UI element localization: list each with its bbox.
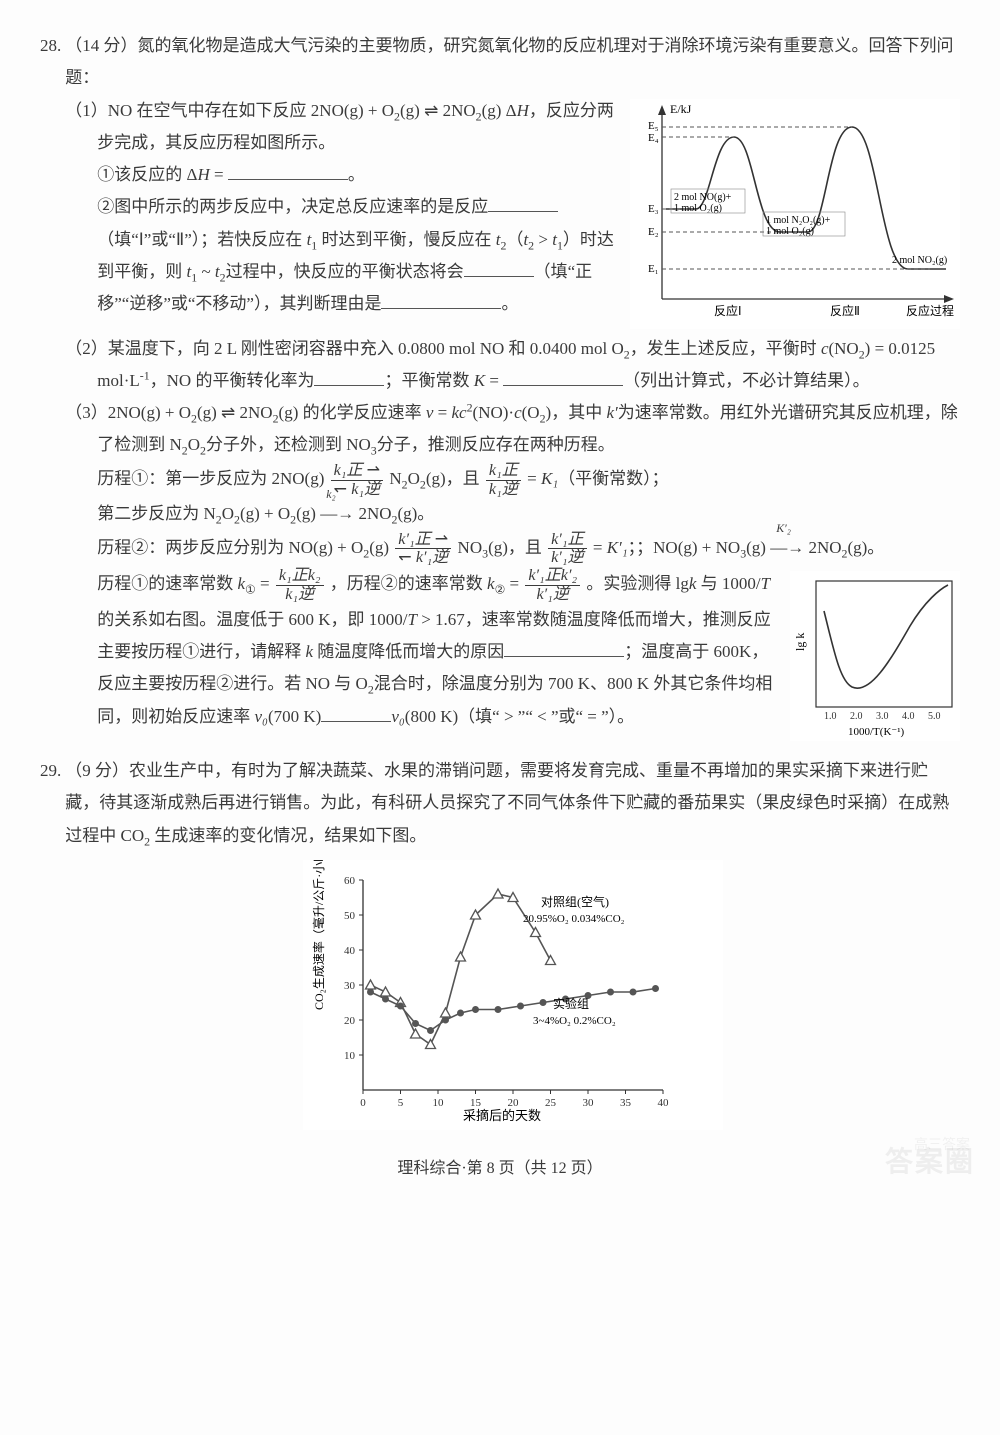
q28-lgk-chart: lg k 1.0 2.0 3.0 4.0 5.0 1000/T(K⁻¹) xyxy=(790,571,960,741)
svg-text:20: 20 xyxy=(344,1015,356,1027)
svg-text:30: 30 xyxy=(344,980,356,992)
q28-path2: 历程②：两步反应分别为 NO(g) + O2(g) k′₁正 ⇀↽ k′₁逆 N… xyxy=(65,531,960,568)
svg-text:E₅: E₅ xyxy=(648,120,659,132)
svg-text:3.0: 3.0 xyxy=(876,711,889,722)
svg-text:反应过程: 反应过程 xyxy=(906,303,954,318)
svg-text:实验组: 实验组 xyxy=(553,996,589,1011)
svg-text:60: 60 xyxy=(344,875,356,887)
svg-text:2.0: 2.0 xyxy=(850,711,863,722)
svg-text:反应Ⅱ: 反应Ⅱ xyxy=(830,303,860,318)
svg-text:50: 50 xyxy=(344,910,356,922)
blank xyxy=(381,291,501,309)
svg-text:lg k: lg k xyxy=(793,633,807,651)
svg-text:1.0: 1.0 xyxy=(824,711,837,722)
svg-text:1 mol O₂(g): 1 mol O₂(g) xyxy=(674,203,722,214)
svg-text:E₂: E₂ xyxy=(648,226,659,238)
svg-text:1 mol O₂(g): 1 mol O₂(g) xyxy=(766,226,814,237)
svg-text:30: 30 xyxy=(582,1097,594,1109)
q29-number: 29. xyxy=(40,755,61,1134)
svg-text:E₄: E₄ xyxy=(648,132,659,144)
q28-number: 28. xyxy=(40,30,61,745)
q28-path1-step2: 第二步反应为 N2O2(g) + O2(g) —k₂→ 2NO2(g)。 xyxy=(65,498,960,530)
svg-text:采摘后的天数: 采摘后的天数 xyxy=(463,1108,541,1123)
page-footer: 理科综合·第 8 页（共 12 页） xyxy=(40,1154,960,1184)
blank xyxy=(228,162,348,180)
blank xyxy=(321,704,391,722)
blank xyxy=(504,639,624,657)
svg-text:CO₂生成速率（毫升/公斤·小时）: CO₂生成速率（毫升/公斤·小时） xyxy=(311,860,326,1010)
blank xyxy=(314,368,384,386)
q29-chart: 102030405060 0510152025303540 CO₂生成速率（毫升… xyxy=(303,860,723,1130)
q28-intro: （14 分）氮的氧化物是造成大气污染的主要物质，研究氮氧化物的反应机理对于消除环… xyxy=(65,30,960,95)
svg-text:40: 40 xyxy=(657,1097,669,1109)
q28-energy-diagram: E/kJ E₅ E₄ E₃ E₂ E₁ 2 mol NO(g)+ 1 mol O… xyxy=(630,99,960,329)
q28-path1-step1: 历程①：第一步反应为 2NO(g) k₁正 ⇀↽ k₁逆 N2O2(g)，且 k… xyxy=(65,462,960,499)
svg-text:2 mol NO(g)+: 2 mol NO(g)+ xyxy=(674,192,732,203)
svg-text:0: 0 xyxy=(360,1097,366,1109)
svg-text:10: 10 xyxy=(344,1050,356,1062)
svg-text:40: 40 xyxy=(344,945,356,957)
svg-text:对照组(空气): 对照组(空气) xyxy=(541,894,609,909)
svg-text:反应Ⅰ: 反应Ⅰ xyxy=(714,303,742,318)
svg-text:20.95%O₂ 0.034%CO₂: 20.95%O₂ 0.034%CO₂ xyxy=(523,913,625,925)
svg-text:2 mol NO₂(g): 2 mol NO₂(g) xyxy=(892,255,947,266)
svg-text:1 mol N₂O₂(g)+: 1 mol N₂O₂(g)+ xyxy=(766,215,831,226)
svg-text:E₁: E₁ xyxy=(648,263,659,275)
blank xyxy=(488,194,558,212)
svg-text:4.0: 4.0 xyxy=(902,711,915,722)
svg-text:3~4%O₂ 0.2%CO₂: 3~4%O₂ 0.2%CO₂ xyxy=(533,1015,616,1027)
svg-text:1000/T(K⁻¹): 1000/T(K⁻¹) xyxy=(848,726,904,738)
svg-text:E₃: E₃ xyxy=(648,203,659,215)
svg-text:10: 10 xyxy=(432,1097,444,1109)
blank xyxy=(464,259,534,277)
svg-text:5.0: 5.0 xyxy=(928,711,941,722)
chart1-ylabel: E/kJ xyxy=(670,102,692,116)
svg-text:5: 5 xyxy=(397,1097,403,1109)
q29-intro: （9 分）农业生产中，有时为了解决蔬菜、水果的滞销问题，需要将发育完成、重量不再… xyxy=(65,755,960,852)
blank xyxy=(503,368,623,386)
svg-text:25: 25 xyxy=(545,1097,557,1109)
q28-3-lead: （3）2NO(g) + O2(g) ⇌ 2NO2(g) 的化学反应速率 v = … xyxy=(65,397,960,462)
svg-text:35: 35 xyxy=(620,1097,632,1109)
q28-2: （2）某温度下，向 2 L 刚性密闭容器中充入 0.0800 mol NO 和 … xyxy=(65,333,960,398)
